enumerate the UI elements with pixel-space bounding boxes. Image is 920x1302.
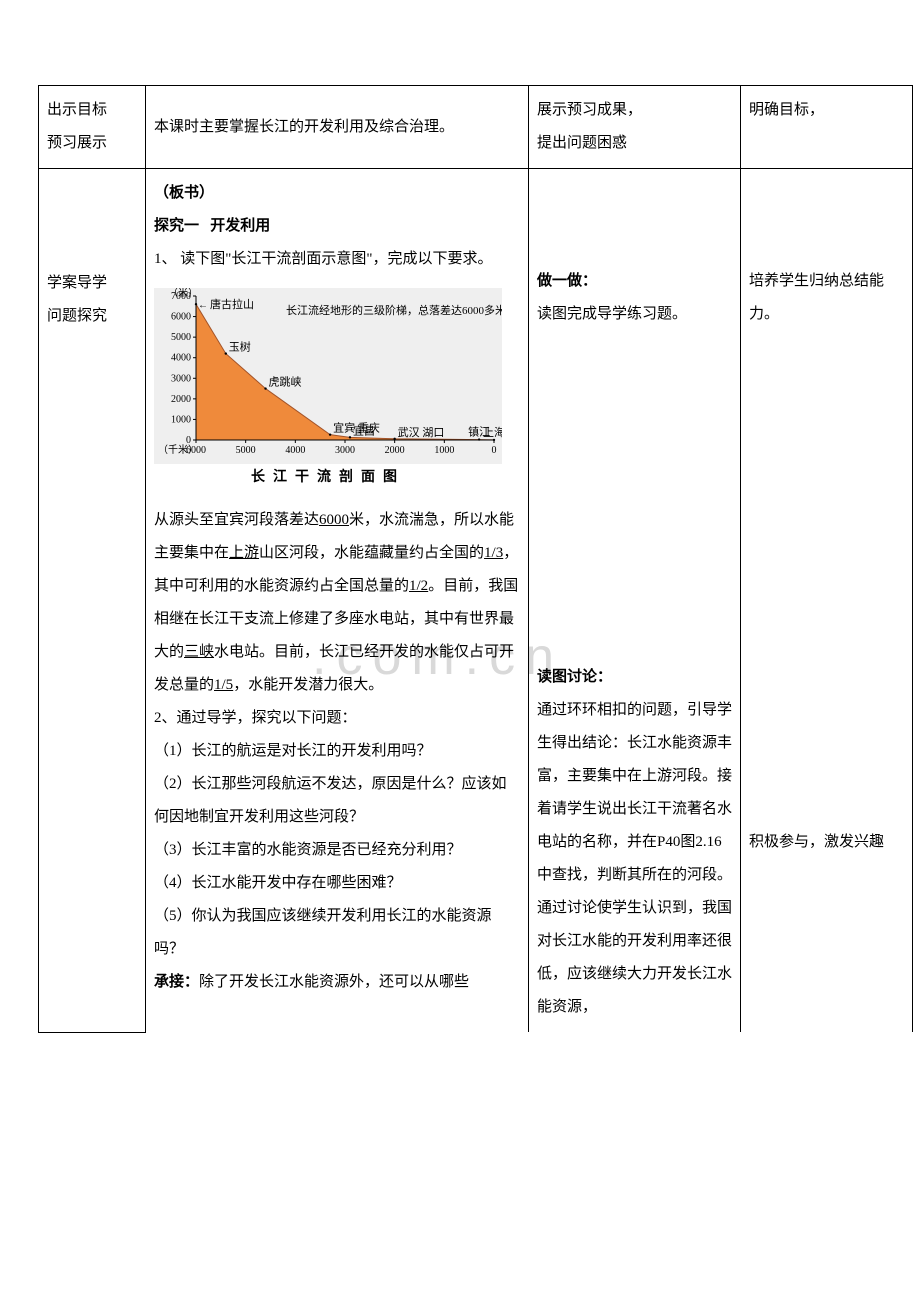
lesson-plan-table: 出示目标 预习展示 本课时主要掌握长江的开发利用及综合治理。 展示预习成果， 提…	[38, 85, 913, 1033]
u-15: 1/5	[214, 677, 233, 693]
body-text: 展示预习成果，	[537, 94, 732, 127]
svg-text:长江流经地形的三级阶梯，总落差达6000多米。: 长江流经地形的三级阶梯，总落差达6000多米。	[286, 303, 502, 317]
svg-text:4000: 4000	[285, 445, 305, 456]
svg-text:（米）: （米）	[168, 288, 198, 299]
u-13: 1/3	[484, 545, 503, 561]
t: 山区河段，水能蕴藏量约占全国的	[259, 545, 484, 561]
row2-right2-cell: 培养学生归纳总结能力。 积极参与，激发兴趣	[741, 169, 913, 1033]
u-sanxia: 三峡	[184, 644, 214, 660]
svg-text:宜昌: 宜昌	[353, 423, 375, 437]
svg-text:6000: 6000	[171, 312, 191, 323]
label-text: 出示目标	[47, 94, 137, 127]
svg-text:4000: 4000	[171, 353, 191, 364]
svg-text:←: ←	[198, 300, 208, 311]
label-text: 学案导学	[47, 267, 137, 300]
row2-label-cell: 学案导学 问题探究	[39, 169, 146, 1033]
chengjie-label: 承接：	[154, 974, 199, 990]
body-text: 积极参与，激发兴趣	[749, 826, 904, 859]
body-text: 通过讨论使学生认识到，我国对长江水能的开发利用率还很低，应该继续大力开发长江水能…	[537, 892, 732, 1024]
chengjie: 承接：除了开发长江水能资源外，还可以从哪些	[154, 966, 520, 999]
svg-text:（千米）: （千米）	[158, 443, 198, 456]
tanjiu-title: 开发利用	[210, 218, 270, 234]
t: ，水能开发潜力很大。	[233, 677, 383, 693]
tanjiu-label: 探究一	[154, 218, 199, 234]
body-text: 培养学生归纳总结能力。	[749, 265, 904, 331]
svg-text:5000: 5000	[236, 445, 256, 456]
para1: 从源头至宜宾河段落差达6000米，水流湍急，所以水能主要集中在上游山区河段，水能…	[154, 504, 520, 702]
item2: 2、通过导学，探究以下问题：	[154, 702, 520, 735]
svg-text:虎跳峡: 虎跳峡	[269, 375, 302, 389]
body-text: 明确目标，	[749, 94, 904, 127]
u-shangyou: 上游	[229, 545, 259, 561]
u-6000: 6000	[319, 512, 349, 528]
row1-right1-cell: 展示预习成果， 提出问题困惑	[529, 86, 741, 169]
table-row: 出示目标 预习展示 本课时主要掌握长江的开发利用及综合治理。 展示预习成果， 提…	[39, 86, 913, 169]
label-text: 问题探究	[47, 300, 137, 333]
zuoyizuo-label: 做一做：	[537, 265, 732, 298]
q3: （3）长江丰富的水能资源是否已经充分利用？	[154, 834, 520, 867]
chengjie-text: 除了开发长江水能资源外，还可以从哪些	[199, 974, 469, 990]
svg-text:玉树: 玉树	[229, 340, 251, 354]
body-text: 本课时主要掌握长江的开发利用及综合治理。	[154, 111, 520, 144]
q2: （2）长江那些河段航运不发达，原因是什么？应该如何因地制宜开发利用这些河段？	[154, 768, 520, 834]
row1-center-cell: 本课时主要掌握长江的开发利用及综合治理。	[146, 86, 529, 169]
label-text: 预习展示	[47, 127, 137, 160]
svg-text:3000: 3000	[171, 373, 191, 384]
svg-text:长江干流剖面图: 长江干流剖面图	[251, 468, 405, 485]
svg-text:1000: 1000	[171, 414, 191, 425]
row1-label-cell: 出示目标 预习展示	[39, 86, 146, 169]
item1: 1、 读下图"长江干流剖面示意图"，完成以下要求。	[154, 243, 520, 276]
row2-right1-cell: 做一做： 读图完成导学练习题。 读图讨论： 通过环环相扣的问题，引导学生得出结论…	[529, 169, 741, 1033]
svg-text:0: 0	[492, 445, 497, 456]
t: 从源头至宜宾河段落差达	[154, 512, 319, 528]
svg-text:2000: 2000	[385, 445, 405, 456]
body-text: 提出问题困惑	[537, 127, 732, 160]
profile-chart: 01000200030004000500060007000（米）60005000…	[154, 288, 502, 488]
body-text: 通过环环相扣的问题，引导学生得出结论：长江水能资源丰富，主要集中在上游河段。接着…	[537, 694, 732, 892]
table-row: 学案导学 问题探究 （板书） 探究一 开发利用 1、 读下图"长江干流剖面示意图…	[39, 169, 913, 1033]
row1-right2-cell: 明确目标，	[741, 86, 913, 169]
q1: （1）长江的航运是对长江的开发利用吗？	[154, 735, 520, 768]
svg-text:唐古拉山: 唐古拉山	[210, 297, 254, 311]
svg-text:1000: 1000	[434, 445, 454, 456]
q4: （4）长江水能开发中存在哪些困难？	[154, 867, 520, 900]
q5: （5）你认为我国应该继续开发利用长江的水能资源吗？	[154, 900, 520, 966]
banshu-label: （板书）	[154, 177, 520, 210]
chart-svg: 01000200030004000500060007000（米）60005000…	[154, 288, 502, 488]
body-text: 读图完成导学练习题。	[537, 298, 732, 331]
dututaolun-label: 读图讨论：	[537, 661, 732, 694]
svg-text:上海: 上海	[483, 425, 502, 439]
svg-text:2000: 2000	[171, 394, 191, 405]
svg-text:武汉 湖口: 武汉 湖口	[398, 426, 445, 439]
svg-text:3000: 3000	[335, 445, 355, 456]
u-12: 1/2	[409, 578, 428, 594]
row2-center-cell: （板书） 探究一 开发利用 1、 读下图"长江干流剖面示意图"，完成以下要求。 …	[146, 169, 529, 1033]
tanjiu-heading: 探究一 开发利用	[154, 210, 520, 243]
svg-text:5000: 5000	[171, 332, 191, 343]
